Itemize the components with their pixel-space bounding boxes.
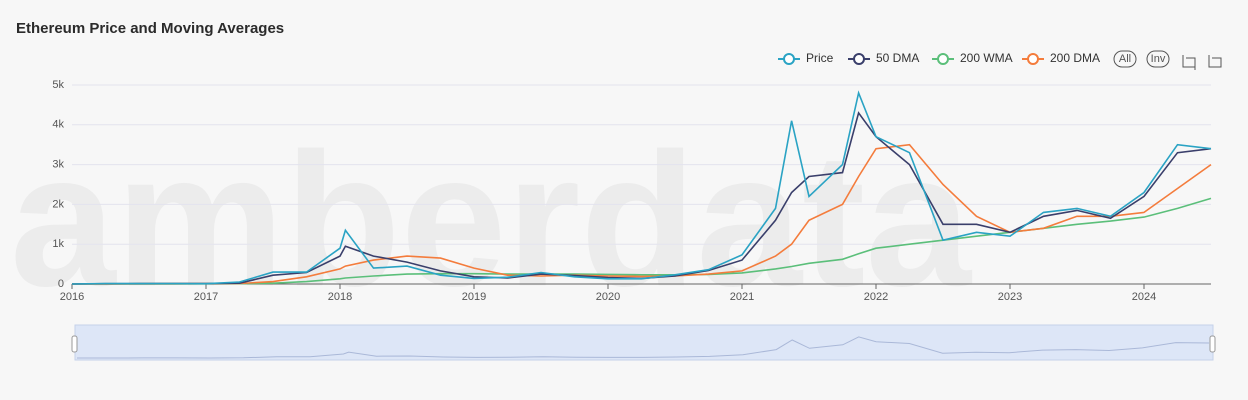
y-tick-label: 4k [52, 119, 64, 131]
crop-icon[interactable] [1182, 55, 1196, 70]
legend-marker[interactable] [937, 53, 949, 65]
y-tick-label: 3k [52, 159, 64, 171]
navigator-line [77, 336, 1210, 359]
button[interactable] [1113, 50, 1137, 68]
legend-marker[interactable] [1027, 53, 1039, 65]
navigator[interactable] [74, 324, 1214, 361]
legend-marker[interactable] [853, 53, 865, 65]
button[interactable] [1146, 50, 1170, 68]
legend-label[interactable]: 200 DMA [1050, 51, 1100, 65]
x-tick-label: 2022 [864, 291, 888, 303]
navigator-handle[interactable] [71, 335, 78, 353]
navigator-handle[interactable] [1209, 335, 1216, 353]
restore-icon[interactable] [1208, 55, 1222, 68]
y-tick-label: 5k [52, 79, 64, 91]
legend-marker[interactable] [783, 53, 795, 65]
line-series [72, 197, 1212, 285]
button-label[interactable]: Inv [1151, 53, 1166, 65]
chart-title: Ethereum Price and Moving Averages [16, 20, 284, 37]
legend-label[interactable]: 50 DMA [876, 51, 919, 65]
y-tick-label: 2k [52, 198, 64, 210]
y-tick-label: 0 [58, 278, 64, 290]
legend-label[interactable]: 200 WMA [960, 51, 1013, 65]
x-tick-label: 2017 [194, 291, 218, 303]
x-tick-label: 2020 [596, 291, 620, 303]
legend-label[interactable]: Price [806, 51, 834, 65]
line-series [71, 90, 1212, 285]
y-tick-label: 1k [52, 238, 64, 250]
x-tick-label: 2023 [998, 291, 1022, 303]
button-label[interactable]: All [1119, 53, 1131, 65]
watermark: amberdata [10, 114, 972, 326]
x-tick-label: 2021 [730, 291, 754, 303]
x-tick-label: 2019 [462, 291, 486, 303]
x-tick-label: 2024 [1132, 291, 1156, 303]
x-tick-label: 2018 [328, 291, 352, 303]
x-tick-label: 2016 [60, 291, 84, 303]
